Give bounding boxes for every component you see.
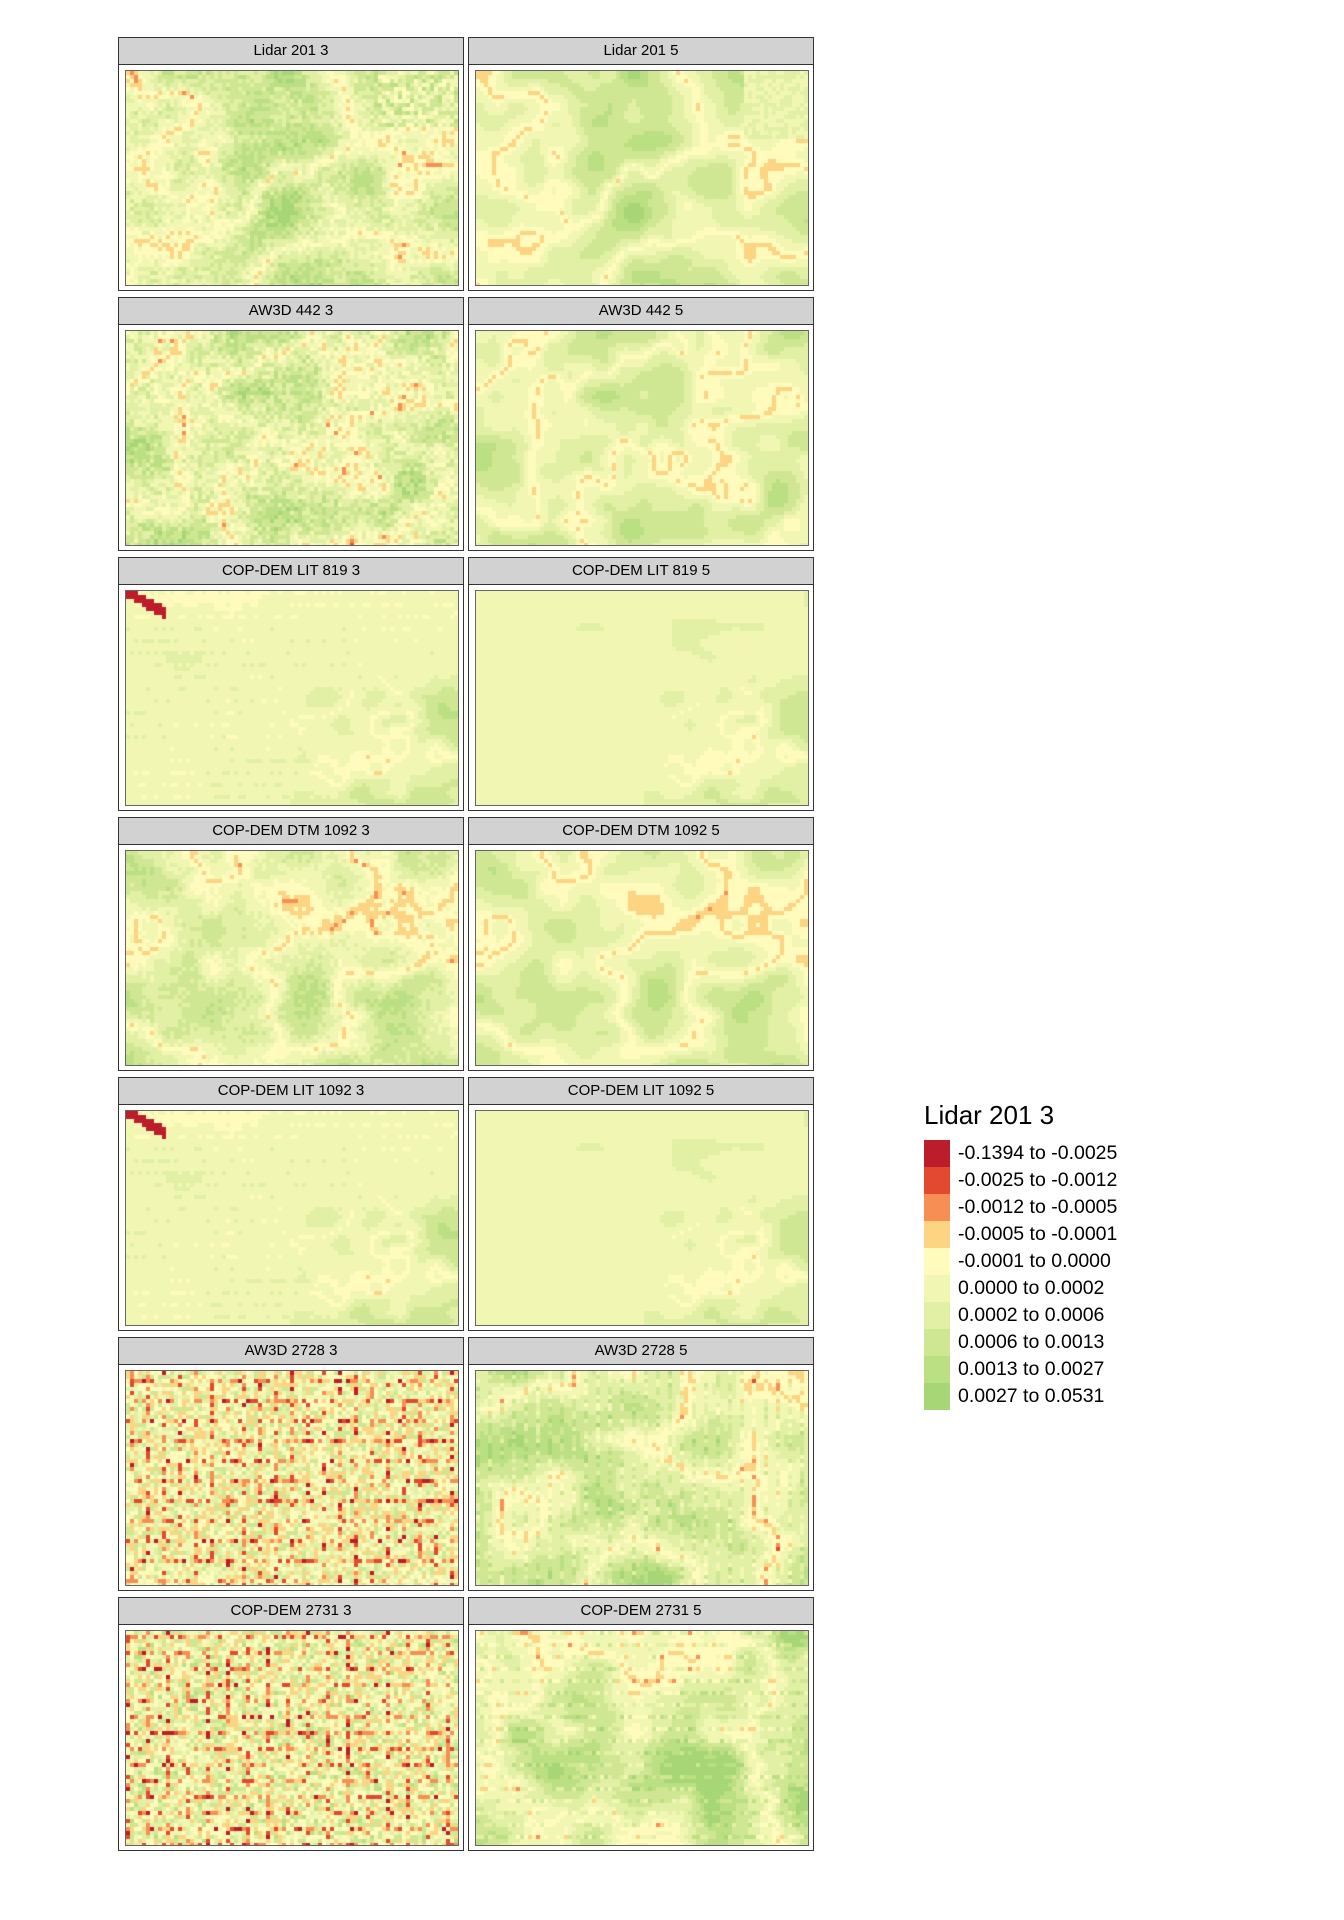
facet-panel: Lidar 201 3 (118, 37, 464, 291)
legend-label: 0.0027 to 0.0531 (958, 1385, 1105, 1407)
legend-swatch (924, 1329, 950, 1356)
legend-item: -0.0005 to -0.0001 (924, 1221, 1184, 1248)
facet-title: AW3D 2728 5 (469, 1338, 813, 1365)
facet-panel: AW3D 2728 5 (468, 1337, 814, 1591)
facet-panel: AW3D 442 5 (468, 297, 814, 551)
facet-title: AW3D 442 5 (469, 298, 813, 325)
raster-map (475, 1630, 809, 1846)
facet-panel: COP-DEM DTM 1092 3 (118, 817, 464, 1071)
raster-map (125, 1110, 459, 1326)
facet-title: COP-DEM LIT 819 3 (119, 558, 463, 585)
facet-panel: COP-DEM 2731 3 (118, 1597, 464, 1851)
legend-item: -0.0012 to -0.0005 (924, 1194, 1184, 1221)
legend-item: 0.0002 to 0.0006 (924, 1302, 1184, 1329)
legend-label: 0.0000 to 0.0002 (958, 1277, 1105, 1299)
legend-swatch (924, 1302, 950, 1329)
facet-title: COP-DEM LIT 819 5 (469, 558, 813, 585)
raster-map (125, 1630, 459, 1846)
facet-title: Lidar 201 5 (469, 38, 813, 65)
legend-item: -0.0025 to -0.0012 (924, 1167, 1184, 1194)
legend-swatch (924, 1167, 950, 1194)
legend-swatch (924, 1221, 950, 1248)
legend-item: 0.0013 to 0.0027 (924, 1356, 1184, 1383)
facet-title: COP-DEM LIT 1092 5 (469, 1078, 813, 1105)
legend-item: -0.0001 to 0.0000 (924, 1248, 1184, 1275)
raster-map (125, 590, 459, 806)
legend-swatch (924, 1356, 950, 1383)
legend-label: 0.0002 to 0.0006 (958, 1304, 1105, 1326)
facet-panel: COP-DEM LIT 819 3 (118, 557, 464, 811)
facet-panel: COP-DEM LIT 819 5 (468, 557, 814, 811)
legend-item: 0.0000 to 0.0002 (924, 1275, 1184, 1302)
legend-label: -0.0012 to -0.0005 (958, 1196, 1118, 1218)
legend-label: -0.1394 to -0.0025 (958, 1142, 1118, 1164)
facet-title: COP-DEM 2731 5 (469, 1598, 813, 1625)
raster-map (125, 330, 459, 546)
facet-panel: COP-DEM LIT 1092 3 (118, 1077, 464, 1331)
facet-title: AW3D 2728 3 (119, 1338, 463, 1365)
raster-map (475, 70, 809, 286)
legend-label: 0.0013 to 0.0027 (958, 1358, 1105, 1380)
legend-item: 0.0027 to 0.0531 (924, 1383, 1184, 1410)
facet-title: COP-DEM DTM 1092 3 (119, 818, 463, 845)
legend: Lidar 201 3 -0.1394 to -0.0025 -0.0025 to… (924, 1100, 1184, 1410)
legend-item: 0.0006 to 0.0013 (924, 1329, 1184, 1356)
legend-rows: -0.1394 to -0.0025 -0.0025 to -0.0012 -0.0… (924, 1140, 1184, 1410)
legend-swatch (924, 1140, 950, 1167)
raster-map (125, 1370, 459, 1586)
legend-item: -0.1394 to -0.0025 (924, 1140, 1184, 1167)
legend-label: 0.0006 to 0.0013 (958, 1331, 1105, 1353)
facet-title: COP-DEM 2731 3 (119, 1598, 463, 1625)
facet-title: COP-DEM LIT 1092 3 (119, 1078, 463, 1105)
legend-swatch (924, 1383, 950, 1410)
facet-title: COP-DEM DTM 1092 5 (469, 818, 813, 845)
legend-label: -0.0001 to 0.0000 (958, 1250, 1111, 1272)
facet-panel: AW3D 2728 3 (118, 1337, 464, 1591)
legend-swatch (924, 1248, 950, 1275)
raster-map (475, 1110, 809, 1326)
facet-panel: AW3D 442 3 (118, 297, 464, 551)
facet-title: AW3D 442 3 (119, 298, 463, 325)
legend-label: -0.0025 to -0.0012 (958, 1169, 1118, 1191)
facet-panel: COP-DEM 2731 5 (468, 1597, 814, 1851)
facet-panel: COP-DEM DTM 1092 5 (468, 817, 814, 1071)
raster-map (125, 850, 459, 1066)
facet-panel: Lidar 201 5 (468, 37, 814, 291)
raster-map (475, 330, 809, 546)
facet-panel: COP-DEM LIT 1092 5 (468, 1077, 814, 1331)
legend-label: -0.0005 to -0.0001 (958, 1223, 1118, 1245)
facet-title: Lidar 201 3 (119, 38, 463, 65)
raster-map (125, 70, 459, 286)
legend-title: Lidar 201 3 (924, 1100, 1055, 1130)
legend-swatch (924, 1194, 950, 1221)
raster-map (475, 1370, 809, 1586)
raster-map (475, 850, 809, 1066)
legend-swatch (924, 1275, 950, 1302)
raster-map (475, 590, 809, 806)
